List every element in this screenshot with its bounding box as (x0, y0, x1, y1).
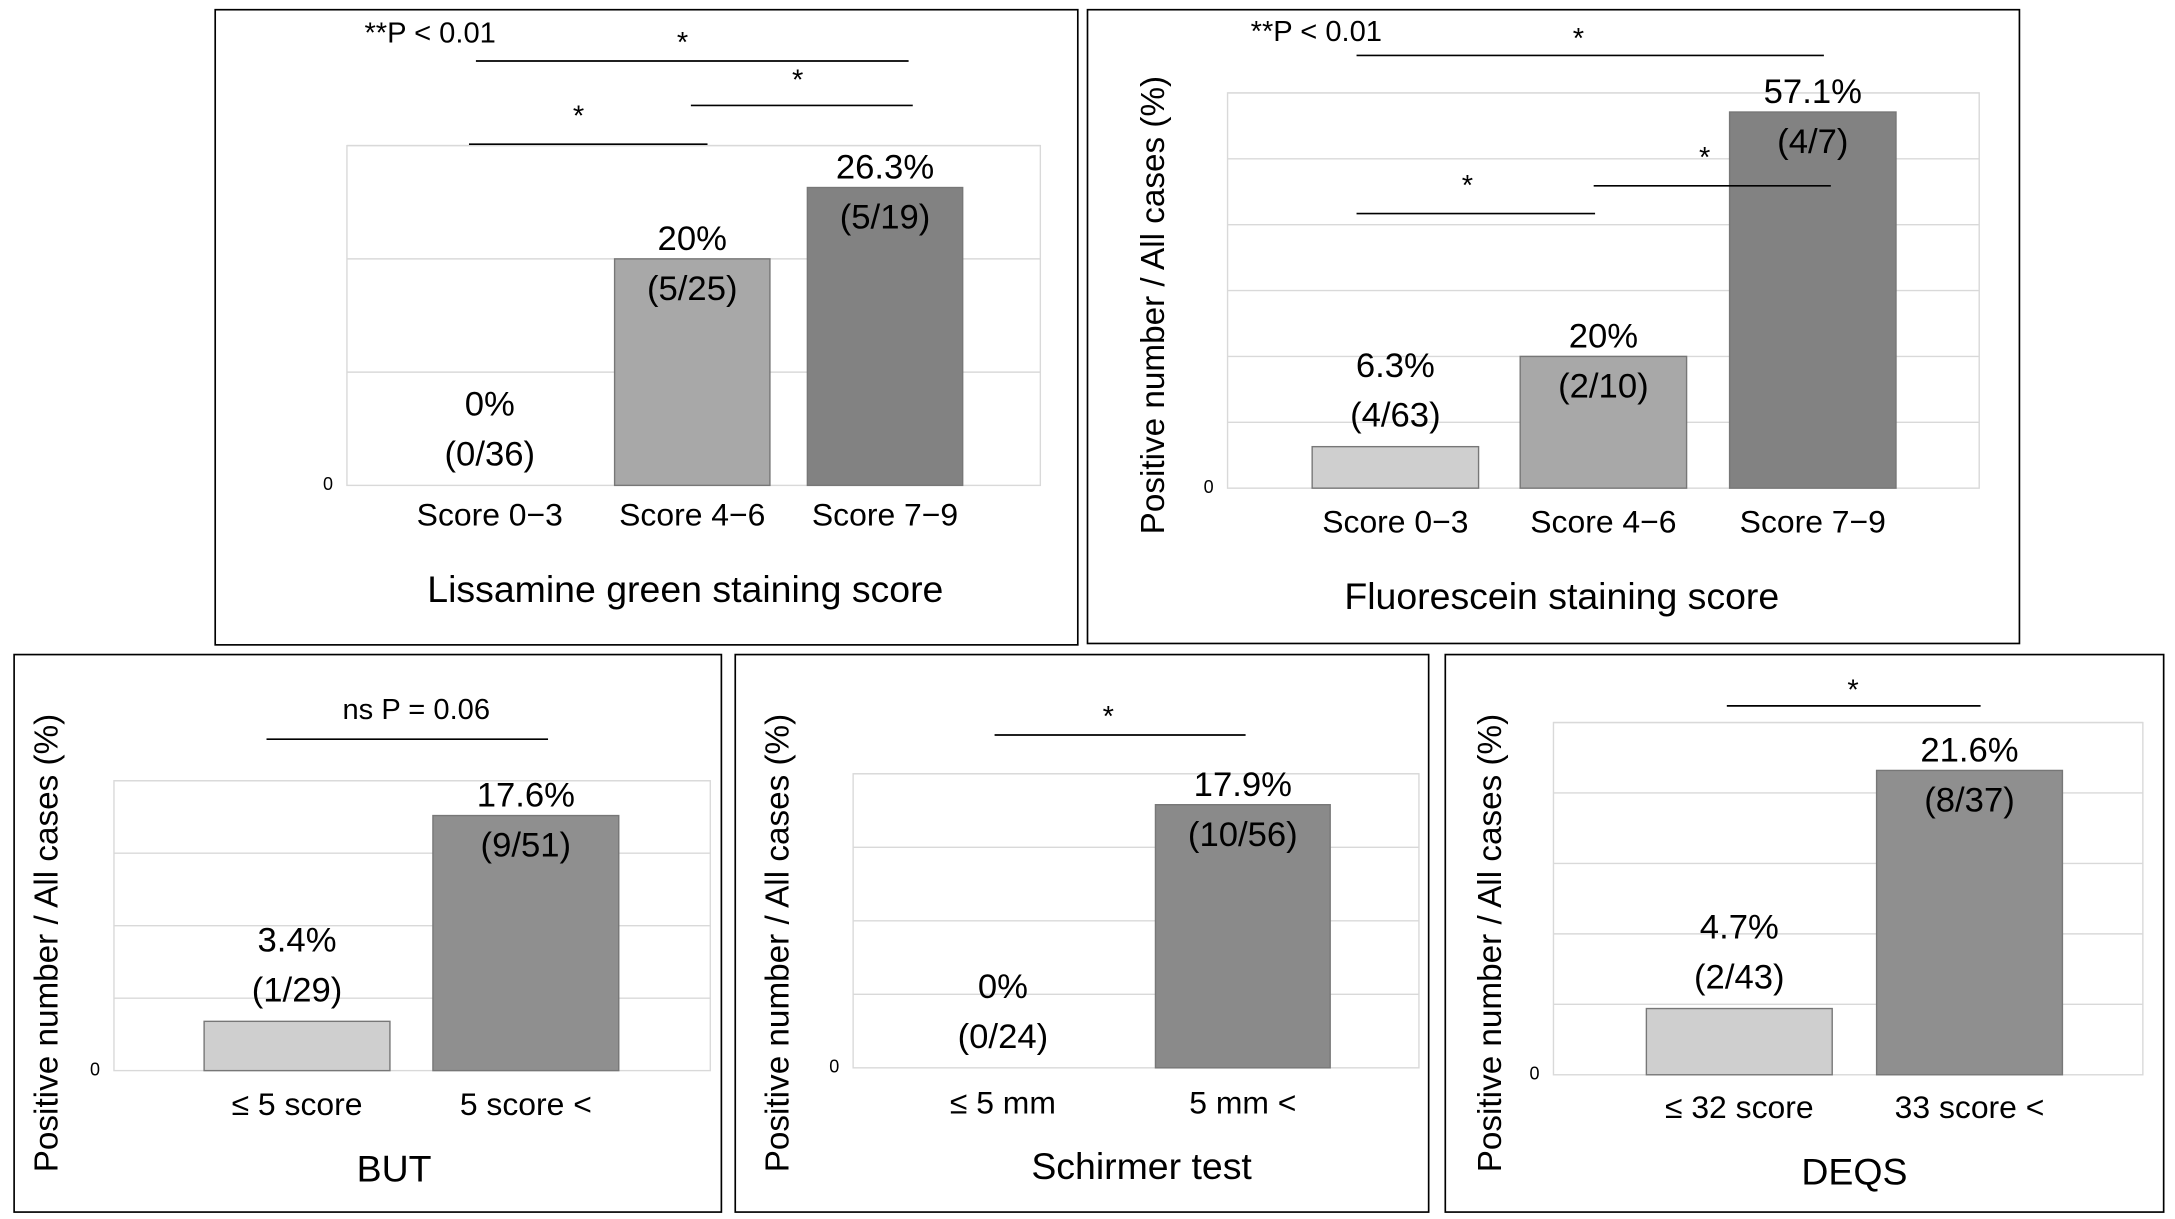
x-tick-label: Score 4−6 (619, 497, 765, 533)
significance-label: ns P = 0.06 (343, 694, 491, 726)
x-tick-label: 5 score < (460, 1086, 592, 1122)
y-axis-title: Positive number / All cases (%) (1135, 76, 1172, 534)
bar (1154, 804, 1331, 1069)
x-axis-title: Lissamine green staining score (427, 568, 943, 610)
x-tick-label: ≤ 5 mm (950, 1085, 1056, 1121)
value-label: 0% (978, 968, 1028, 1006)
x-tick-label: ≤ 5 score (232, 1086, 363, 1122)
value-label: 21.6% (1920, 732, 2018, 770)
bar (432, 814, 620, 1072)
bar (1645, 1007, 1833, 1076)
count-label: (8/37) (1924, 781, 2015, 819)
value-label: 26.3% (836, 149, 934, 187)
count-label: (2/10) (1558, 367, 1649, 405)
value-label: 57.1% (1764, 73, 1862, 111)
bar (1519, 355, 1688, 489)
x-axis-title: Schirmer test (1031, 1145, 1252, 1187)
value-label: 6.3% (1356, 347, 1435, 385)
significance-label: * (1699, 142, 1710, 174)
y-tick-label: 0 (1204, 477, 1214, 497)
bar (203, 1020, 391, 1072)
count-label: (4/7) (1777, 123, 1848, 161)
count-label: (5/19) (840, 199, 931, 237)
bar (1875, 769, 2064, 1076)
x-axis-title: DEQS (1801, 1151, 1907, 1193)
significance-label: * (792, 65, 803, 97)
x-tick-label: 5 mm < (1189, 1085, 1296, 1121)
significance-label: **P < 0.01 (1251, 16, 1382, 48)
bar (806, 186, 964, 487)
x-tick-label: Score 4−6 (1530, 504, 1676, 540)
count-label: (0/36) (445, 435, 536, 473)
count-label: (9/51) (481, 827, 572, 865)
count-label: (2/43) (1694, 959, 1785, 997)
value-label: 0% (465, 385, 515, 423)
value-label: 17.6% (477, 777, 575, 815)
y-axis-title: Positive number / All cases (%) (1472, 714, 1509, 1172)
x-axis-title: Fluorescein staining score (1344, 575, 1779, 617)
y-tick-label: 0 (323, 474, 333, 494)
bar (1728, 111, 1897, 489)
count-label: (10/56) (1188, 816, 1298, 854)
value-label: 17.9% (1194, 766, 1292, 804)
y-tick-label: 0 (1530, 1064, 1540, 1084)
significance-label: * (573, 101, 584, 133)
value-label: 4.7% (1700, 909, 1779, 947)
x-tick-label: Score 0−3 (1322, 504, 1468, 540)
significance-label: * (1462, 170, 1473, 202)
y-tick-label: 0 (829, 1057, 839, 1077)
count-label: (1/29) (252, 971, 343, 1009)
significance-label: * (1103, 701, 1114, 733)
significance-label: **P < 0.01 (364, 17, 495, 49)
x-tick-label: 33 score < (1895, 1089, 2045, 1125)
count-label: (5/25) (647, 270, 738, 308)
y-axis-title: Positive number / All cases (%) (29, 714, 66, 1172)
x-axis-title: BUT (357, 1148, 432, 1190)
panel-frame (734, 653, 1430, 1213)
count-label: (0/24) (958, 1018, 1049, 1056)
y-tick-label: 0 (90, 1059, 100, 1079)
panel-frame (1086, 8, 2021, 645)
significance-label: * (1573, 23, 1584, 55)
significance-label: * (677, 27, 688, 59)
panel-frame (13, 653, 723, 1213)
x-tick-label: ≤ 32 score (1665, 1089, 1814, 1125)
panel-frame (214, 8, 1079, 646)
significance-label: * (1847, 675, 1858, 707)
x-tick-label: Score 0−3 (417, 497, 563, 533)
x-tick-label: Score 7−9 (812, 497, 958, 533)
panel-frame (1444, 653, 2165, 1213)
bar (1311, 445, 1480, 489)
value-label: 20% (658, 220, 727, 258)
x-tick-label: Score 7−9 (1740, 504, 1886, 540)
bar (613, 258, 771, 487)
value-label: 3.4% (258, 921, 337, 959)
y-axis-title: Positive number / All cases (%) (759, 714, 796, 1172)
value-label: 20% (1569, 318, 1638, 356)
count-label: (4/63) (1350, 397, 1441, 435)
